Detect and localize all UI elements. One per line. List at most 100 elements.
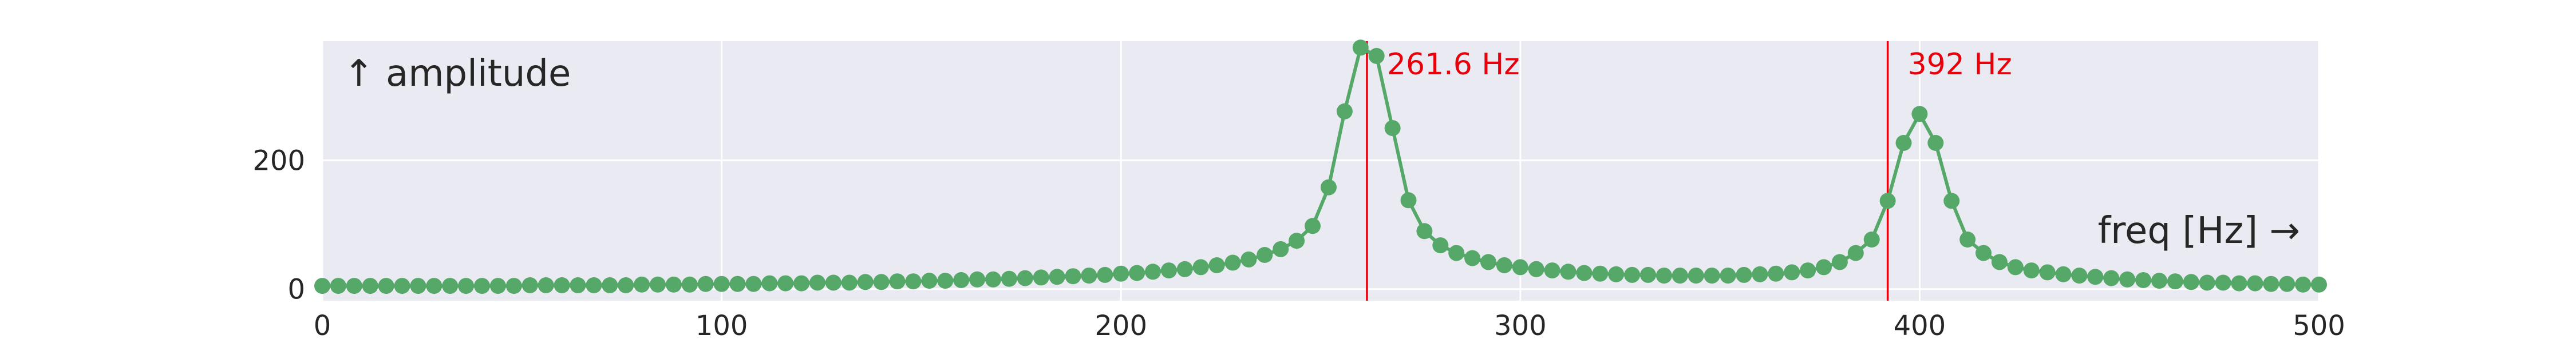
data-point [1656,268,1672,284]
data-point [1736,266,1752,283]
data-point [1289,233,1305,249]
data-point [426,278,442,294]
x-tick-label: 200 [1095,310,1147,342]
data-point [586,277,602,293]
data-point [1001,270,1017,287]
data-point [729,276,746,292]
data-point [2039,264,2056,281]
data-point [2183,274,2199,290]
data-point [1448,245,1465,261]
data-point [362,278,378,294]
data-point [570,277,586,293]
data-point [2311,276,2327,293]
data-point [1113,265,1129,282]
data-point [521,277,538,293]
data-point [1688,268,1704,284]
data-point [1352,39,1369,56]
data-point [2007,259,2024,276]
data-point [2215,274,2231,291]
data-point [793,275,810,292]
data-point [1608,266,1625,282]
data-point [857,274,874,290]
data-point [2199,274,2215,291]
data-point [1879,193,1896,209]
data-point [1816,259,1832,276]
data-point [761,275,778,292]
data-point [1321,179,1337,196]
data-point [1768,265,1784,282]
data-point [650,276,666,293]
data-point [1863,232,1880,248]
data-point [1049,269,1065,285]
data-point [825,274,841,291]
data-point [697,276,714,292]
data-point [346,278,362,294]
data-point [1512,259,1528,276]
y-tick-label: 200 [252,145,305,177]
data-point [777,275,794,292]
data-point [1017,270,1033,286]
x-tick-label: 300 [1494,310,1547,342]
data-point [2119,271,2136,288]
data-point [378,278,394,294]
data-point [458,278,475,294]
data-point [618,277,634,293]
data-point [634,276,650,293]
data-point [889,273,906,290]
data-point [1895,135,1912,151]
axis-ticks: 0 100 200 300 400 500 0 200 [252,145,2345,342]
data-point [1784,264,1800,281]
data-point [1224,254,1241,271]
amplitude-series [314,39,2327,294]
data-point [1831,254,1848,270]
data-point [1959,232,1976,248]
x-tick-label: 0 [314,310,331,342]
data-point [1576,265,1593,281]
data-point [2071,268,2088,284]
data-point [1033,269,1049,286]
x-tick-label: 400 [1894,310,1946,342]
data-point [1720,268,1736,284]
data-point [1800,262,1816,279]
data-point [921,273,938,289]
data-point [2279,276,2296,292]
data-point [937,273,954,289]
data-point [314,278,330,294]
data-point [1592,265,1609,282]
data-point [681,276,698,293]
data-point [1560,264,1577,280]
data-point [2151,273,2167,289]
data-point [1145,264,1161,280]
data-point [410,278,426,294]
y-tick-label: 0 [287,274,305,306]
x-tick-label: 500 [2293,310,2345,342]
data-point [2247,275,2263,292]
data-point [489,278,506,294]
data-point [1704,268,1720,284]
data-point [969,271,986,288]
data-point [554,277,570,293]
data-point [1368,47,1385,64]
frequency-marker-label: 261.6 Hz [1387,47,1520,82]
data-point [602,277,618,293]
data-point [1528,261,1544,277]
data-point [1336,103,1353,119]
data-point [505,278,522,294]
data-point [953,272,970,288]
data-point [330,278,346,294]
data-point [1464,250,1481,266]
data-point [1097,266,1113,283]
data-point [1257,247,1273,263]
data-point [985,271,1001,288]
data-point [1927,135,1944,151]
data-point [474,278,490,294]
data-point [394,278,410,294]
data-point [2103,270,2120,286]
data-point [809,274,825,291]
data-point [745,276,762,292]
data-point [2263,276,2279,292]
data-point [1976,245,1992,261]
data-point [1752,266,1768,282]
data-point [1432,237,1449,254]
data-point [1240,251,1257,268]
